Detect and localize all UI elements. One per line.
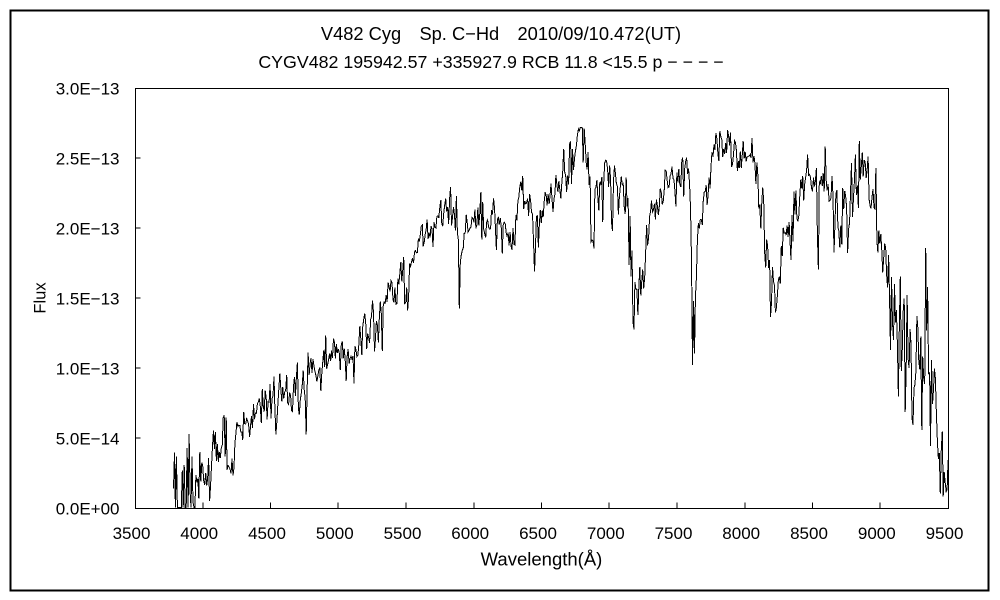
svg-text:Wavelength(Å): Wavelength(Å) (481, 549, 603, 570)
svg-text:0.0E+00: 0.0E+00 (56, 499, 120, 518)
svg-text:8500: 8500 (790, 524, 828, 543)
svg-text:5000: 5000 (316, 524, 354, 543)
svg-text:3.0E−13: 3.0E−13 (56, 79, 120, 98)
svg-text:9500: 9500 (926, 524, 964, 543)
svg-text:4500: 4500 (248, 524, 286, 543)
svg-text:2.0E−13: 2.0E−13 (56, 219, 120, 238)
svg-text:6500: 6500 (519, 524, 557, 543)
svg-text:4000: 4000 (180, 524, 218, 543)
svg-text:V482 Cyg Sp. C−Hd 2010/09/10.4: V482 Cyg Sp. C−Hd 2010/09/10.472(UT) (321, 23, 681, 44)
svg-text:9000: 9000 (858, 524, 896, 543)
svg-text:1.0E−13: 1.0E−13 (56, 359, 120, 378)
svg-text:3500: 3500 (113, 524, 151, 543)
svg-text:8000: 8000 (722, 524, 760, 543)
svg-text:Flux: Flux (32, 282, 50, 314)
svg-text:7000: 7000 (587, 524, 625, 543)
svg-text:6000: 6000 (451, 524, 489, 543)
svg-text:5500: 5500 (384, 524, 422, 543)
svg-text:CYGV482 195942.57 +335927.9 RC: CYGV482 195942.57 +335927.9 RCB 11.8 <15… (258, 52, 723, 72)
svg-text:7500: 7500 (655, 524, 693, 543)
svg-text:5.0E−14: 5.0E−14 (56, 429, 120, 448)
svg-text:2.5E−13: 2.5E−13 (56, 149, 120, 168)
svg-text:1.5E−13: 1.5E−13 (56, 289, 120, 308)
